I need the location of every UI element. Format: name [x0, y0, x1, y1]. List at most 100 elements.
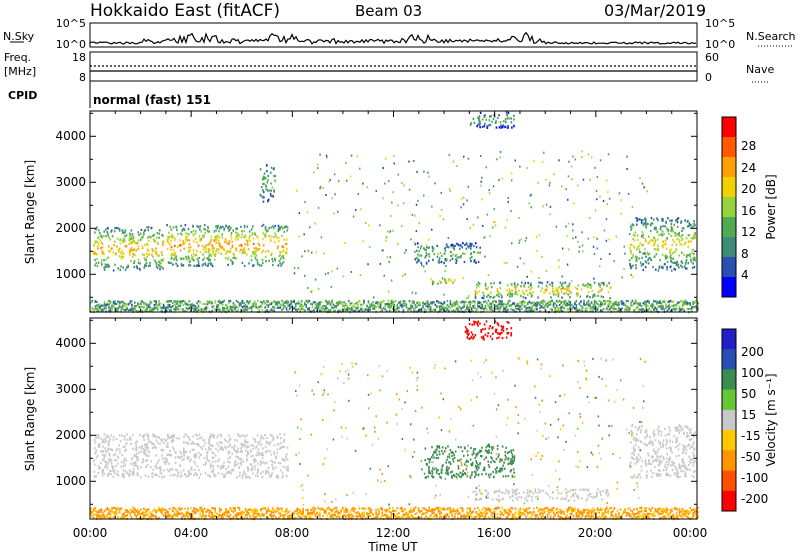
power-cell: [101, 242, 104, 245]
power-cell: [162, 241, 165, 245]
velocity-cell: [212, 513, 215, 516]
power-cell: [363, 302, 365, 305]
power-cell: [402, 305, 405, 308]
velocity-cell: [410, 509, 412, 512]
power-cell: [463, 302, 465, 305]
power-cell: [551, 284, 554, 287]
power-cell: [667, 228, 670, 231]
power-cell: [305, 306, 308, 309]
power-cell: [187, 227, 190, 231]
velocity-cell: [557, 514, 559, 517]
power-cell: [337, 180, 340, 183]
power-cell: [670, 257, 673, 260]
power-cell: [445, 306, 447, 309]
power-cell: [275, 236, 278, 239]
power-ylabel: Slant Range [km]: [23, 160, 37, 264]
power-cell: [417, 199, 419, 202]
power-cell: [649, 224, 652, 227]
power-cell: [311, 251, 313, 254]
velocity-cell: [543, 507, 546, 510]
power-cell: [155, 247, 157, 250]
power-cell: [607, 153, 610, 156]
power-cell: [231, 244, 234, 247]
power-cell: [463, 196, 465, 199]
power-cell: [178, 244, 181, 247]
power-cell: [167, 261, 170, 264]
power-cell: [160, 251, 163, 254]
power-cell: [282, 261, 285, 264]
velocity-cell: [337, 515, 339, 518]
power-cell: [593, 307, 596, 310]
power-cell: [301, 255, 303, 258]
velocity-cell: [275, 516, 277, 519]
velocity-cell: [238, 507, 241, 510]
velocity-cell: [202, 514, 204, 517]
power-cell: [107, 245, 110, 248]
power-cell: [475, 308, 477, 311]
power-cell: [382, 197, 384, 200]
velocity-cell: [433, 515, 435, 518]
power-cell: [455, 300, 458, 303]
power-cell: [469, 300, 471, 303]
power-cell: [575, 236, 577, 239]
power-cell: [190, 254, 193, 257]
power-cell: [285, 238, 288, 241]
velocity-cell: [90, 507, 92, 510]
power-cell: [275, 303, 277, 306]
velocity-cell: [349, 514, 352, 517]
power-cell: [181, 302, 183, 305]
power-cell: [609, 287, 611, 290]
velocity-cell: [123, 512, 125, 515]
velocity-cell: [519, 508, 522, 511]
velocity-cell: [534, 513, 537, 516]
power-cell: [454, 279, 456, 282]
power-cell: [590, 309, 593, 312]
power-cell: [599, 305, 602, 308]
velocity-cell: [577, 508, 579, 511]
power-cell: [213, 239, 215, 242]
power-cell: [607, 302, 610, 306]
velocity-cell: [404, 508, 406, 511]
power-cell: [121, 229, 124, 232]
power-cell: [483, 125, 486, 128]
power-cell: [181, 242, 184, 245]
power-cell: [114, 263, 116, 266]
power-cell: [143, 306, 145, 309]
power-cell: [203, 228, 205, 231]
power-cell: [465, 297, 468, 300]
power-cell: [604, 299, 606, 303]
velocity-cell: [484, 513, 487, 516]
power-cell: [529, 284, 531, 287]
power-cell: [343, 307, 345, 310]
power-cell: [671, 304, 673, 307]
power-cell: [455, 307, 458, 310]
velocity-cell: [563, 512, 566, 515]
velocity-cell: [96, 511, 98, 514]
power-cell: [688, 222, 691, 225]
velocity-cell: [545, 507, 547, 510]
power-cell: [182, 257, 185, 260]
power-cell: [429, 302, 432, 305]
power-cell: [670, 269, 673, 272]
power-cell: [563, 300, 566, 303]
power-cell: [630, 273, 632, 276]
power-cell: [337, 303, 339, 306]
power-cell: [410, 305, 412, 308]
power-cell: [624, 309, 626, 312]
power-cell: [124, 235, 126, 238]
power-cell: [423, 302, 426, 306]
power-cell: [566, 288, 568, 291]
power-cell: [555, 309, 558, 312]
power-cell: [197, 244, 200, 247]
power-cell: [530, 308, 532, 311]
power-cell: [146, 252, 148, 255]
velocity-cell: [511, 507, 514, 510]
velocity-cell: [460, 506, 462, 510]
power-cell: [346, 305, 349, 308]
power-cell: [150, 309, 153, 312]
power-cell: [176, 229, 178, 232]
power-cell: [232, 303, 235, 306]
power-cell: [501, 177, 504, 180]
velocity-cell: [363, 513, 365, 516]
power-cell: [636, 234, 639, 237]
